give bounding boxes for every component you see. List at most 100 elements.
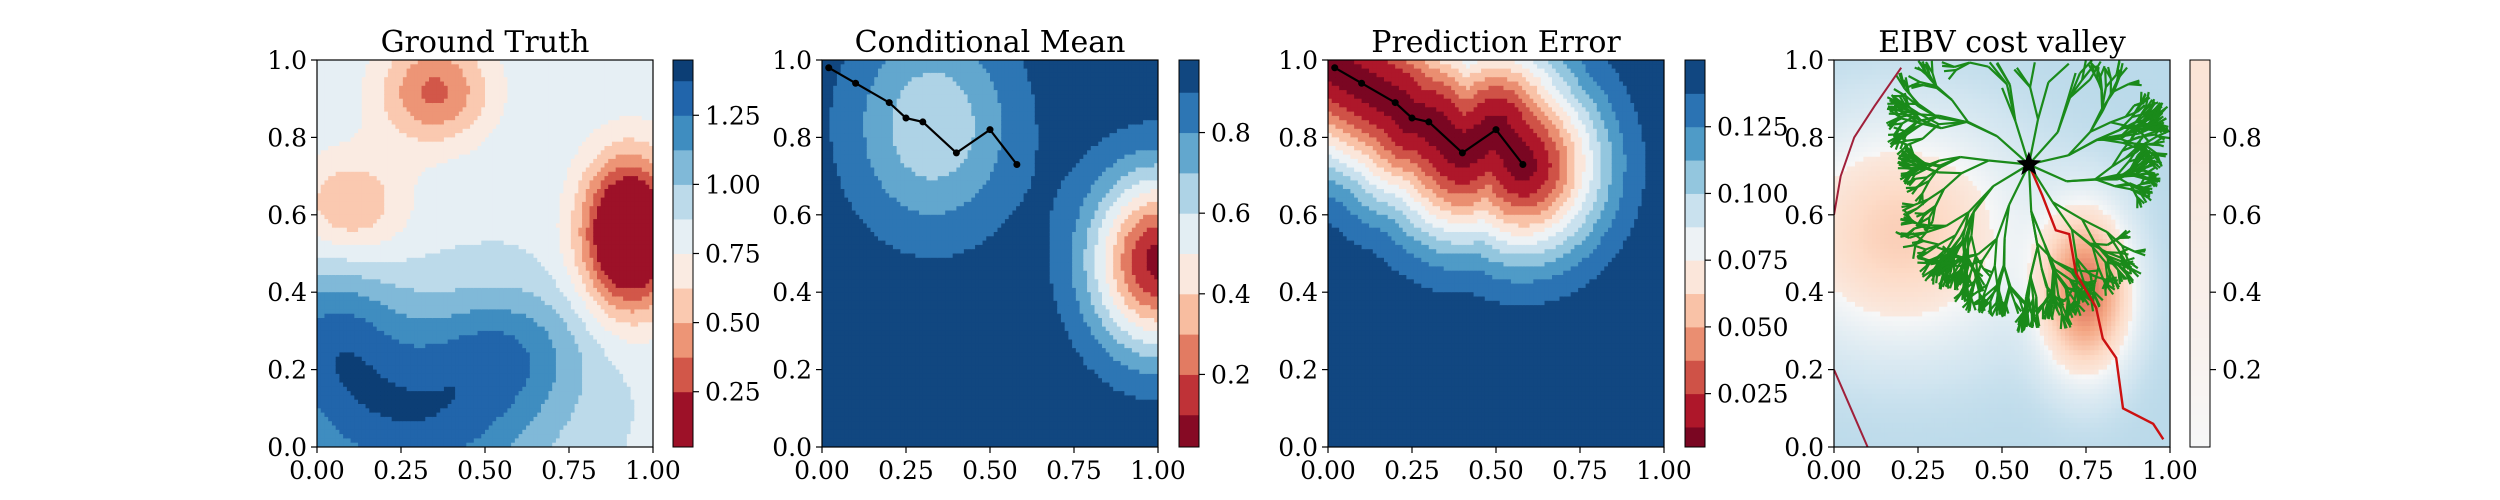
colorbar-band <box>2190 369 2210 377</box>
colorbar-band <box>1685 126 1705 161</box>
tree-branch <box>1973 300 1987 306</box>
y-tick-label: 0.6 <box>772 201 812 230</box>
tree-branch <box>2020 299 2029 319</box>
tree-branch <box>2046 302 2053 315</box>
tree-branch <box>2097 266 2106 284</box>
colorbar-band <box>2190 176 2210 184</box>
y-tick-label: 0.4 <box>267 278 307 307</box>
tree-branch <box>2028 314 2035 328</box>
colorbar-band <box>2190 382 2210 390</box>
tree-branch <box>2121 260 2133 269</box>
tree-branch <box>2008 84 2017 121</box>
tree-branch <box>1947 69 1957 80</box>
tree-branch <box>1907 81 1921 89</box>
colorbar-tick-label: 0.50 <box>705 309 761 338</box>
colorbar-band <box>2190 240 2210 248</box>
tree-branch <box>1911 232 1925 242</box>
colorbar-frame <box>1178 59 1200 448</box>
plot-area-prediction-error <box>1328 60 1664 447</box>
tree-branch <box>2106 231 2121 254</box>
tree-branch <box>2121 245 2130 262</box>
axes-prediction-error: Prediction Error 0.00 0.25 0.50 0.75 1.00 0.0 0… <box>1278 25 1692 485</box>
tree-branch <box>1888 106 1902 112</box>
colorbar-band <box>1685 60 1705 94</box>
plot-area-ground-truth <box>317 60 653 447</box>
plot-area-eibv-cost-valley <box>1834 60 2170 447</box>
colorbar-tick-label: 0.6 <box>2222 201 2262 230</box>
tree-branch <box>2128 81 2140 86</box>
tree-branch <box>1963 293 1975 303</box>
tree-branch <box>1937 253 1950 259</box>
tree-branch <box>1907 75 1921 84</box>
tree-branch <box>2145 162 2157 169</box>
colorbar-band <box>2190 279 2210 287</box>
tree-branch <box>2003 266 2012 288</box>
tree-branch <box>1938 264 1950 274</box>
tree-branch <box>2124 104 2136 118</box>
tree-branch <box>2043 306 2049 320</box>
tree-branch <box>1921 61 1928 75</box>
tree-branch <box>2121 260 2134 266</box>
tree-branch <box>2092 293 2101 307</box>
tree-branch <box>1924 162 1942 169</box>
colorbar-tick-label: 0.100 <box>1717 179 1789 208</box>
tree-branch <box>2124 126 2144 130</box>
x-tick-label: 0.50 <box>962 456 1018 485</box>
tree-branch <box>1927 187 1945 201</box>
colorbar-band <box>2190 298 2210 306</box>
colorbar-band <box>2190 111 2210 119</box>
colorbar-band <box>1179 253 1199 295</box>
tree-branch <box>1974 255 1979 274</box>
tree-branch <box>1907 207 1918 216</box>
tree-branch <box>2144 169 2155 176</box>
tree-branch <box>1926 243 1940 254</box>
tree-branch <box>1920 216 1930 224</box>
tree-branch <box>2093 241 2109 259</box>
tree-branch <box>2005 286 2012 305</box>
colorbar-ground-truth: 0.25 0.50 0.75 1.00 1.25 <box>672 59 761 448</box>
tree-branch <box>2153 111 2163 122</box>
tree-branch <box>2143 143 2160 147</box>
tree-branch <box>2017 317 2023 333</box>
x-tick-label: 0.50 <box>1468 456 1524 485</box>
y-tick-label: 0.8 <box>772 123 812 152</box>
colorbar-band <box>1685 293 1705 328</box>
y-tick-label: 0.2 <box>772 356 812 385</box>
tree-branch <box>2029 62 2036 88</box>
path-line <box>1834 369 1869 447</box>
tree-branch <box>1894 132 1907 139</box>
colorbar-band <box>2190 66 2210 74</box>
tree-branch <box>1985 287 1999 303</box>
tree-branch <box>2139 189 2147 198</box>
tree-branch <box>2119 229 2131 239</box>
tree-branch <box>1945 276 1957 284</box>
tree-branch <box>2089 121 2112 133</box>
tree-branch <box>1915 176 1928 180</box>
tree-branch <box>1945 263 1953 274</box>
tree-branch <box>2027 164 2033 211</box>
x-tick-label: 1.00 <box>2142 456 2198 485</box>
tree-branch <box>2065 286 2082 294</box>
tree-branch <box>2094 165 2113 181</box>
tree-branch <box>2100 91 2104 111</box>
tree-branch <box>1893 122 1904 136</box>
colorbar-band <box>1685 326 1705 361</box>
tree-branch <box>1995 204 2011 240</box>
tree-branch <box>2075 258 2079 282</box>
colorbar-band <box>2190 189 2210 196</box>
tree-branch <box>2133 172 2148 177</box>
colorbar-tick-label: 0.4 <box>2222 278 2262 307</box>
tree-branch <box>1927 217 1931 229</box>
colorbar-band <box>1179 293 1199 335</box>
colorbar-band <box>673 253 693 289</box>
colorbar-band <box>673 80 693 116</box>
tree-branch <box>2136 197 2143 209</box>
tree-branch <box>2111 157 2127 168</box>
colorbar-band <box>2190 201 2210 209</box>
tree-branch <box>1973 283 1988 295</box>
colorbar-band <box>673 218 693 254</box>
x-tick-label: 1.00 <box>1636 456 1692 485</box>
colorbar-tick-label: 0.025 <box>1717 380 1789 409</box>
tree-branch <box>1974 260 1984 279</box>
tree-branch <box>2046 286 2058 299</box>
